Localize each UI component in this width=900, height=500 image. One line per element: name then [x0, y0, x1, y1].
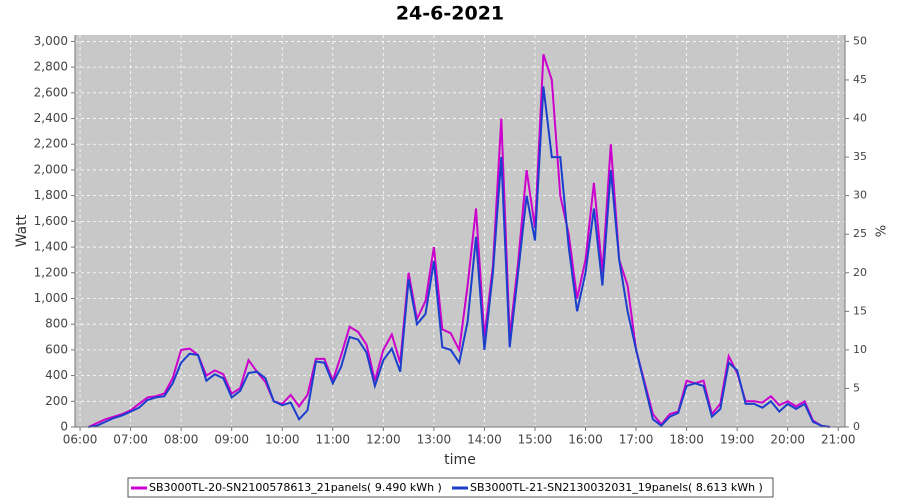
y-tick-label: 3,000 [34, 34, 68, 48]
y2-tick-label: 25 [853, 227, 867, 240]
y-axis-title: Watt [14, 214, 30, 247]
series-line [88, 53, 830, 428]
legend [127, 477, 774, 498]
x-tick-label: 13:00 [417, 433, 452, 447]
y2-tick-label: 50 [853, 34, 867, 47]
y-tick-label: 1,600 [34, 214, 68, 228]
x-tick-label: 16:00 [568, 433, 603, 447]
y2-tick-label: 5 [853, 381, 860, 394]
legend-label: SB3000TL-20-SN2100578613_21panels( 9.490… [149, 481, 442, 494]
y-tick-label: 2,800 [34, 60, 68, 74]
x-tick-label: 06:00 [63, 433, 98, 447]
x-tick-label: 14:00 [467, 433, 502, 447]
y-tick-label: 1,400 [34, 240, 68, 254]
x-tick-label: 12:00 [366, 433, 401, 447]
x-tick-label: 15:00 [518, 433, 553, 447]
x-tick-label: 11:00 [315, 433, 350, 447]
y-tick-label: 2,200 [34, 137, 68, 151]
x-tick-label: 08:00 [164, 433, 199, 447]
x-tick-label: 09:00 [214, 433, 249, 447]
y2-tick-label: 30 [853, 189, 867, 202]
x-tick-label: 19:00 [720, 433, 755, 447]
y2-tick-label: 0 [853, 420, 860, 433]
y-tick-label: 200 [45, 394, 68, 408]
legend-label: SB3000TL-21-SN2130032031_19panels( 8.613… [470, 481, 763, 494]
series-line [88, 86, 830, 428]
y2-tick-label: 10 [853, 343, 867, 356]
y2-tick-label: 15 [853, 304, 867, 317]
y-tick-label: 2,600 [34, 85, 68, 99]
y-tick-label: 1,800 [34, 188, 68, 202]
y2-tick-label: 20 [853, 266, 867, 279]
y-tick-label: 2,400 [34, 111, 68, 125]
x-tick-label: 07:00 [113, 433, 148, 447]
y-tick-label: 1,200 [34, 265, 68, 279]
x-tick-label: 20:00 [770, 433, 805, 447]
x-tick-label: 10:00 [265, 433, 300, 447]
plot-area [75, 35, 845, 427]
y-tick-label: 1,000 [34, 291, 68, 305]
y-tick-label: 800 [45, 317, 68, 331]
x-tick-label: 18:00 [669, 433, 704, 447]
y2-tick-label: 45 [853, 73, 867, 86]
y2-axis-title: % [875, 225, 890, 237]
y-tick-label: 2,000 [34, 162, 68, 176]
y-tick-label: 600 [45, 342, 68, 356]
x-tick-label: 21:00 [821, 433, 856, 447]
x-axis-title: time [444, 452, 476, 468]
chart-title: 24-6-2021 [396, 3, 504, 25]
y2-tick-label: 40 [853, 112, 867, 125]
y2-tick-label: 35 [853, 150, 867, 163]
y-tick-label: 400 [45, 368, 68, 382]
y-tick-label: 0 [60, 420, 68, 434]
x-tick-label: 17:00 [619, 433, 654, 447]
